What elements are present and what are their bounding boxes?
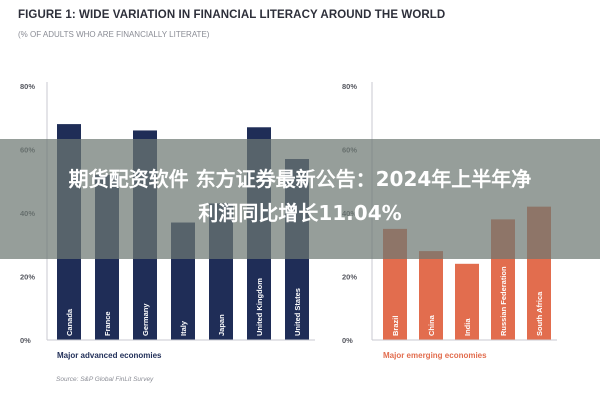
- group-label-advanced: Major advanced economies: [57, 351, 162, 360]
- category-label: France: [103, 311, 112, 336]
- y-tick-label: 80%: [342, 82, 357, 91]
- category-label: Italy: [179, 320, 188, 336]
- y-tick-label: 0%: [20, 336, 31, 345]
- category-label: Germany: [141, 303, 150, 336]
- category-label: China: [427, 314, 436, 336]
- group-label-emerging: Major emerging economies: [383, 351, 487, 360]
- category-label: Brazil: [391, 316, 400, 336]
- overlay-banner: [0, 139, 600, 259]
- y-tick-label: 20%: [342, 273, 357, 282]
- banner-line-2: 利润同比增长11.04%: [198, 201, 402, 225]
- category-label: Japan: [217, 314, 226, 336]
- category-label: United Kingdom: [255, 278, 264, 336]
- category-label: India: [463, 318, 472, 336]
- category-label: Canada: [65, 308, 74, 336]
- y-tick-label: 80%: [20, 82, 35, 91]
- source-note: Source: S&P Global FinLit Survey: [56, 376, 154, 383]
- category-label: Russian Federation: [499, 266, 508, 336]
- overlay-banner-text: 期货配资软件 东方证券最新公告：2024年上半年净 利润同比增长11.04%: [0, 162, 600, 230]
- bar-india: [455, 263, 479, 340]
- bar-china: [419, 251, 443, 340]
- y-tick-label: 20%: [20, 273, 35, 282]
- y-tick-label: 0%: [342, 336, 353, 345]
- category-label: United States: [293, 288, 302, 336]
- figure-title: FIGURE 1: WIDE VARIATION IN FINANCIAL LI…: [18, 9, 446, 21]
- figure-subtitle: (% OF ADULTS WHO ARE FINANCIALLY LITERAT…: [18, 30, 210, 39]
- banner-line-1: 期货配资软件 东方证券最新公告：2024年上半年净: [68, 167, 532, 191]
- category-label: South Africa: [535, 291, 544, 336]
